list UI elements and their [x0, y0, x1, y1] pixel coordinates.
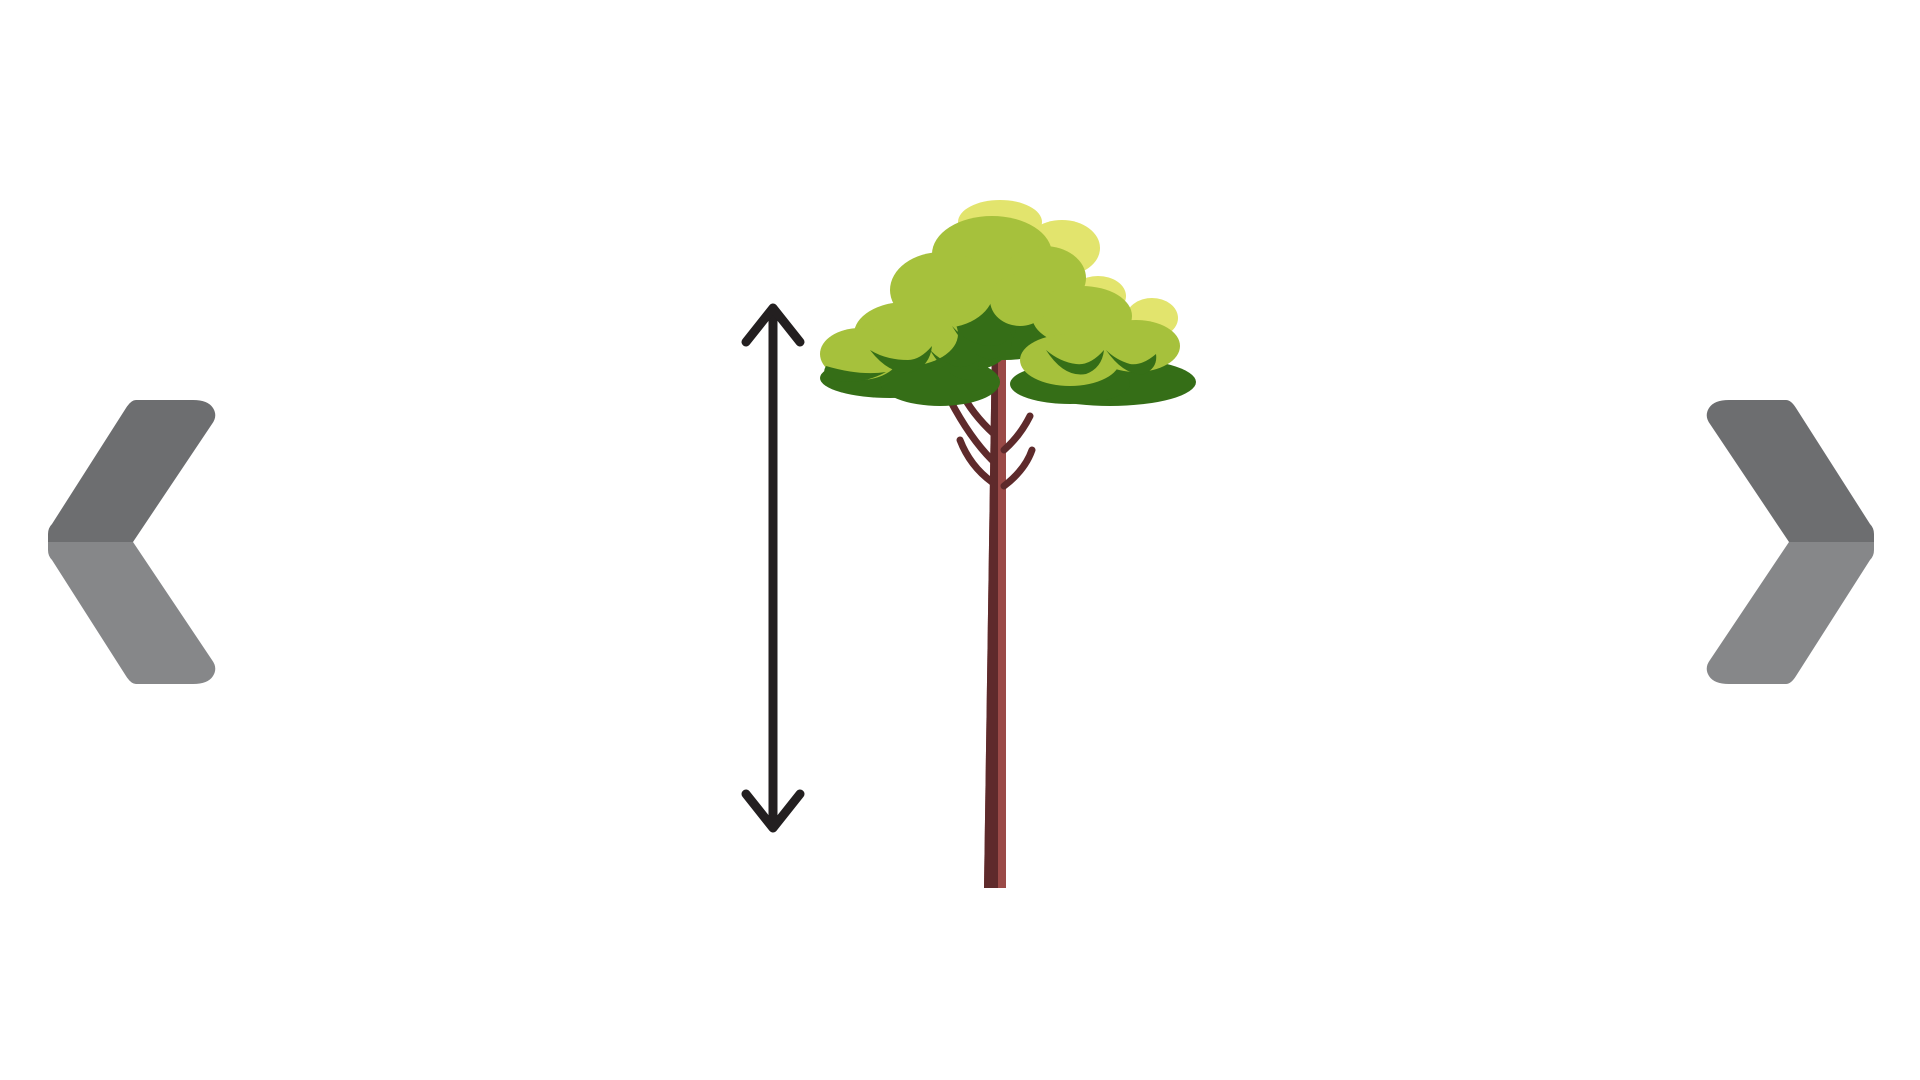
chevron-right-icon [1706, 400, 1874, 684]
height-measure-arrow [740, 302, 806, 834]
next-button[interactable] [1704, 400, 1874, 684]
tree-illustration [820, 200, 1200, 890]
tree-icon [820, 200, 1196, 888]
double-headed-vertical-arrow-icon [741, 303, 805, 833]
previous-button[interactable] [48, 400, 218, 684]
chevron-left-icon [48, 400, 216, 684]
